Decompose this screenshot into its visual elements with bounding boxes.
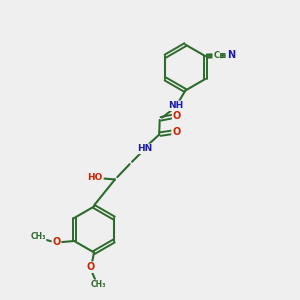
Text: O: O <box>87 262 95 272</box>
Text: NH: NH <box>168 101 184 110</box>
Text: HN: HN <box>137 144 153 153</box>
Text: HO: HO <box>88 173 103 182</box>
Text: CH₃: CH₃ <box>30 232 46 241</box>
Text: O: O <box>172 127 180 137</box>
Text: CH₃: CH₃ <box>91 280 106 290</box>
Text: O: O <box>52 238 61 248</box>
Text: N: N <box>227 50 235 61</box>
Text: C: C <box>213 51 219 60</box>
Text: O: O <box>173 110 181 121</box>
